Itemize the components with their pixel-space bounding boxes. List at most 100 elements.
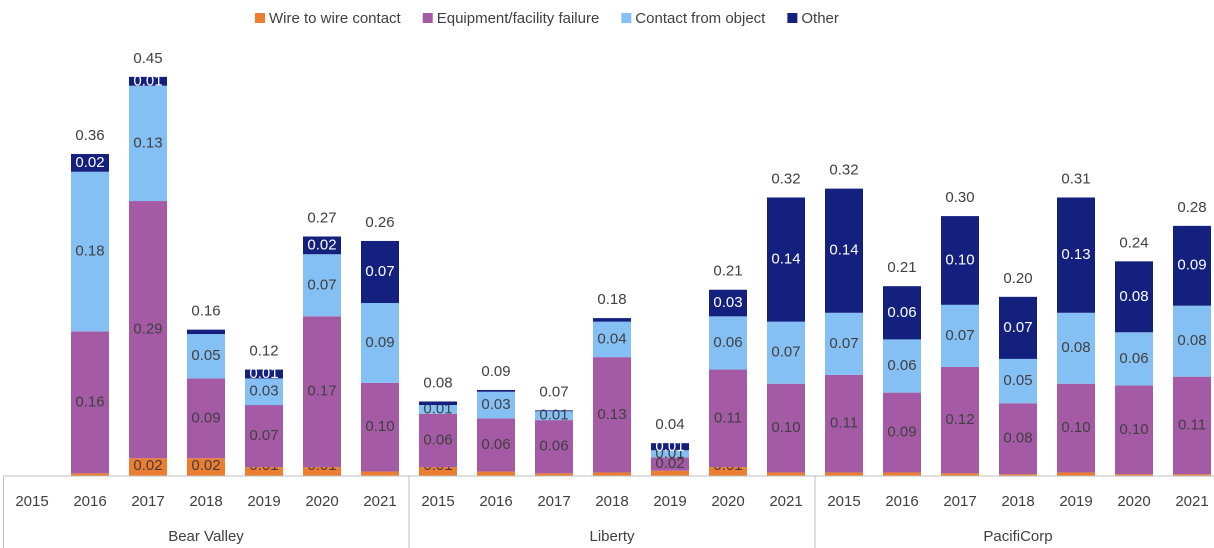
- legend-swatch: [255, 13, 265, 23]
- bar-segment: [767, 321, 805, 384]
- bar-segment: [1115, 385, 1153, 475]
- data-label: 0.16: [75, 393, 104, 410]
- data-label: 0.10: [365, 418, 394, 435]
- bar-segment: [593, 318, 631, 322]
- bar-segment: [187, 458, 225, 476]
- x-tick-label: 2021: [1175, 493, 1208, 510]
- bar-segment: [245, 467, 283, 476]
- bar-segment: [825, 312, 863, 375]
- bar-segment: [71, 154, 109, 172]
- data-label: 0.06: [887, 357, 916, 374]
- bar-segment: [883, 286, 921, 340]
- x-tick-label: 2020: [305, 493, 338, 510]
- data-label: 0.14: [771, 251, 800, 268]
- bar-segment: [709, 289, 747, 317]
- data-label: 0.12: [945, 411, 974, 428]
- bar-segment: [767, 197, 805, 322]
- x-tick-label: 2020: [1117, 493, 1150, 510]
- bar-segment: [651, 457, 689, 471]
- x-tick-label: 2016: [73, 493, 106, 510]
- bar-segment: [129, 85, 167, 202]
- legend-label: Equipment/facility failure: [437, 10, 600, 27]
- data-label: 0.10: [1119, 421, 1148, 438]
- group-label: Liberty: [589, 528, 635, 545]
- bar-segment: [187, 329, 225, 335]
- data-label: 0.02: [133, 457, 162, 474]
- data-label: 0.03: [713, 294, 742, 311]
- data-label: 0.05: [1003, 372, 1032, 389]
- data-label: 0.06: [481, 436, 510, 453]
- data-label: 0.02: [75, 154, 104, 171]
- bar-segment: [651, 450, 689, 458]
- data-label: 0.29: [133, 321, 162, 338]
- x-tick-label: 2017: [943, 493, 976, 510]
- bar-segment: [1173, 376, 1211, 475]
- data-label: 0.10: [945, 251, 974, 268]
- total-label: 0.30: [945, 189, 974, 206]
- bar-segment: [825, 472, 863, 476]
- bar-segment: [767, 383, 805, 473]
- bar-segment: [825, 374, 863, 473]
- total-label: 0.09: [481, 363, 510, 380]
- total-label: 0.32: [829, 162, 858, 179]
- data-label: 0.06: [713, 334, 742, 351]
- data-label: 0.09: [1177, 257, 1206, 274]
- bar-segment: [593, 321, 631, 358]
- bar-segment: [535, 411, 573, 421]
- total-label: 0.27: [307, 209, 336, 226]
- legend-label: Contact from object: [635, 10, 766, 27]
- bar-segment: [361, 382, 399, 472]
- data-label: 0.14: [829, 242, 858, 259]
- bar-segment: [245, 369, 283, 379]
- x-tick-label: 2018: [189, 493, 222, 510]
- data-label: 0.18: [75, 243, 104, 260]
- data-label: 0.03: [481, 396, 510, 413]
- total-label: 0.21: [713, 263, 742, 280]
- bar-segment: [187, 378, 225, 459]
- bar-segment: [303, 236, 341, 255]
- x-tick-label: 2017: [131, 493, 164, 510]
- data-label: 0.07: [249, 427, 278, 444]
- group-label: PacifiCorp: [983, 528, 1052, 545]
- total-label: 0.32: [771, 170, 800, 187]
- data-label: 0.08: [1177, 332, 1206, 349]
- data-label: 0.13: [133, 134, 162, 151]
- total-label: 0.45: [133, 50, 162, 67]
- data-label: 0.01: [655, 438, 684, 455]
- x-tick-label: 2020: [711, 493, 744, 510]
- x-tick-label: 2018: [1001, 493, 1034, 510]
- total-label: 0.21: [887, 259, 916, 276]
- bar-segment: [129, 201, 167, 459]
- bar-segment: [361, 471, 399, 476]
- bar-segment: [767, 472, 805, 476]
- bar-segment: [941, 366, 979, 474]
- data-label: 0.02: [655, 455, 684, 472]
- legend-label: Wire to wire contact: [269, 10, 402, 27]
- total-label: 0.24: [1119, 234, 1148, 251]
- data-label: 0.11: [1178, 416, 1206, 433]
- bar-segment: [477, 391, 515, 419]
- bar-segment: [71, 331, 109, 474]
- bar-segment: [535, 410, 573, 412]
- x-tick-label: 2017: [537, 493, 570, 510]
- data-label: 0.07: [945, 327, 974, 344]
- bar-segment: [709, 316, 747, 370]
- legend-label: Other: [801, 10, 839, 27]
- data-label: 0.13: [597, 406, 626, 423]
- data-label: 0.04: [597, 330, 626, 347]
- bar-segment: [593, 357, 631, 473]
- data-label: 0.01: [133, 72, 162, 89]
- bar-segment: [1173, 305, 1211, 377]
- bar-segment: [651, 470, 689, 476]
- data-label: 0.01: [539, 407, 568, 424]
- group-label: Bear Valley: [168, 528, 244, 545]
- total-label: 0.28: [1177, 199, 1206, 216]
- legend-swatch: [621, 13, 632, 23]
- x-tick-label: 2019: [247, 493, 280, 510]
- data-label: 0.08: [1003, 430, 1032, 447]
- data-label: 0.10: [1061, 419, 1090, 436]
- bar-segment: [361, 303, 399, 383]
- bar-segment: [129, 458, 167, 476]
- bar-segment: [1115, 332, 1153, 386]
- data-label: 0.07: [1003, 319, 1032, 336]
